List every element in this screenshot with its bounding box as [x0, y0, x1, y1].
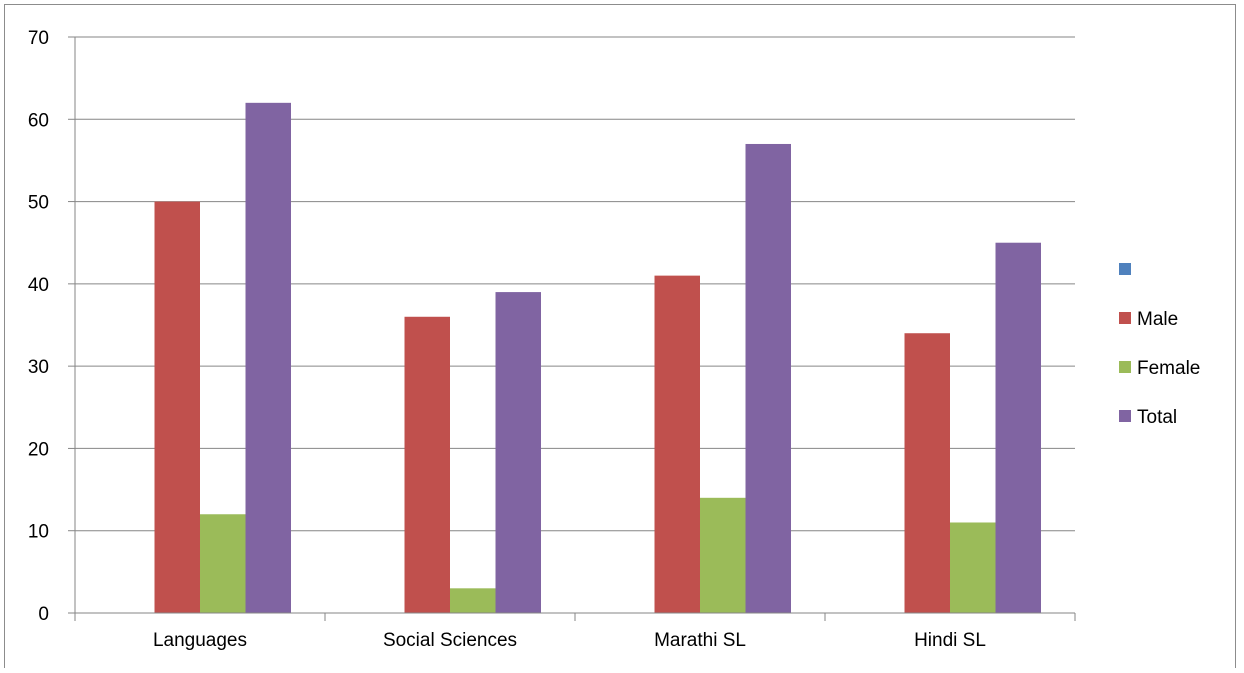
- x-category-labels: Languages Social Sciences Marathi SL Hindi …: [153, 630, 986, 651]
- chart-frame: [4, 4, 1236, 668]
- legend-label: Male: [1137, 309, 1178, 330]
- y-tick-label: 40: [28, 275, 49, 296]
- y-tick-label: 30: [28, 357, 49, 378]
- x-category-label: Marathi SL: [654, 630, 746, 651]
- axes: [68, 36, 1076, 621]
- bar-total: [495, 292, 541, 613]
- bar-total: [245, 102, 291, 613]
- bar-total: [745, 143, 791, 613]
- bar-total: [995, 242, 1041, 613]
- x-category-label: Languages: [153, 630, 247, 651]
- legend: Male Female Total: [1119, 263, 1200, 428]
- bar-male: [404, 316, 450, 613]
- bar-male: [154, 201, 200, 614]
- x-category-label: Hindi SL: [914, 630, 986, 651]
- bar-male: [904, 333, 950, 613]
- bars: [154, 102, 1041, 614]
- y-tick-labels: 0 10 20 30 40 50 60 70: [28, 28, 49, 625]
- legend-swatch: [1119, 312, 1131, 324]
- bar-female: [700, 497, 746, 613]
- y-tick-label: 50: [28, 193, 49, 214]
- y-tick-label: 60: [28, 110, 49, 131]
- bar-female: [950, 522, 996, 613]
- legend-swatch: [1119, 361, 1131, 373]
- y-tick-label: 20: [28, 439, 49, 460]
- bar-male: [654, 275, 700, 613]
- x-category-label: Social Sciences: [383, 630, 517, 651]
- legend-label: Female: [1137, 358, 1200, 379]
- y-tick-label: 0: [38, 604, 49, 625]
- legend-label: Total: [1137, 407, 1177, 428]
- y-tick-label: 70: [28, 28, 49, 49]
- y-tick-label: 10: [28, 522, 49, 543]
- legend-swatch: [1119, 410, 1131, 422]
- legend-swatch: [1119, 263, 1131, 275]
- bar-female: [450, 588, 496, 613]
- bar-female: [200, 514, 246, 613]
